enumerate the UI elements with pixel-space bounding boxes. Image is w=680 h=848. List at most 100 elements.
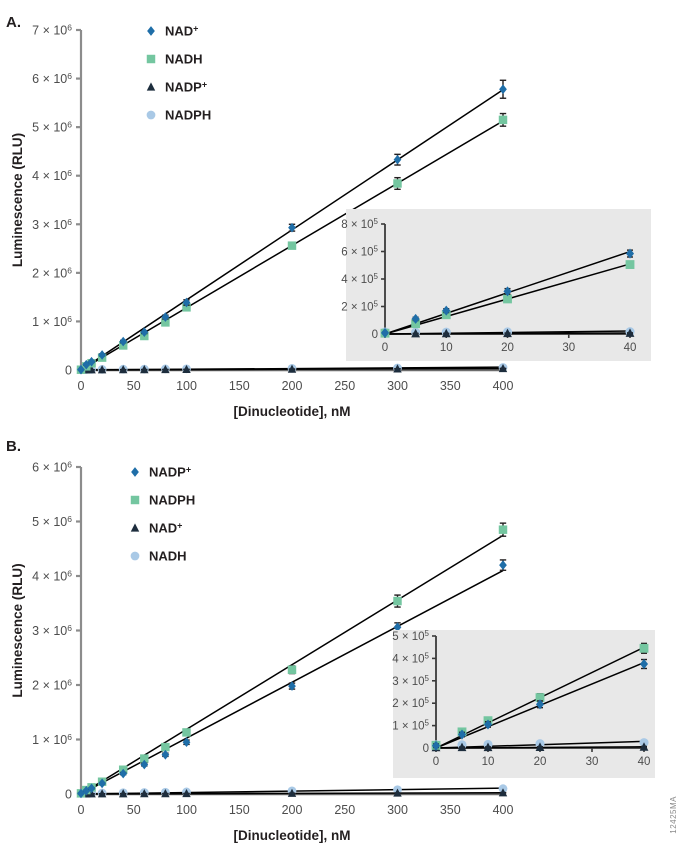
legend-marker-triangle <box>130 523 140 532</box>
data-point-square <box>161 742 170 752</box>
tick-label: 300 <box>387 379 408 393</box>
main-data <box>76 79 508 375</box>
tick-label: 30 <box>562 342 575 354</box>
data-point-triangle <box>87 789 96 798</box>
data-point-diamond <box>288 222 296 233</box>
tick-label: 350 <box>440 803 461 817</box>
panel-b: B. 0 1 × 106 2 × 106 3 × 106 4 × 106 5 × 106 6… <box>0 424 680 848</box>
legend-marker-square <box>146 54 156 64</box>
tick-label: 150 <box>229 803 250 817</box>
tick-label: 10 <box>440 342 453 354</box>
legend-label: NADP+ <box>165 80 207 95</box>
legend-marker-diamond <box>147 26 155 36</box>
tick-label: 4 × 105 <box>392 651 429 665</box>
data-point-triangle <box>411 328 421 338</box>
tick-label: 0 <box>423 743 429 755</box>
tick-label: 250 <box>334 803 355 817</box>
data-point-diamond <box>98 778 106 789</box>
tick-label: 200 <box>282 379 303 393</box>
data-point-diamond <box>393 622 402 633</box>
legend-label: NADH <box>165 52 203 67</box>
tick-label: 2 × 106 <box>32 265 72 280</box>
tick-label: 20 <box>501 342 514 354</box>
legend-label: NADH <box>149 549 187 564</box>
fit-line-NADPH <box>80 534 504 795</box>
legend-marker-diamond <box>131 467 139 477</box>
inset-chart: 0 1 × 105 2 × 105 3 × 105 4 × 105 5 × 105 0 10 2… <box>392 629 655 778</box>
inset-background <box>346 209 651 361</box>
tick-label: 10 <box>482 756 495 768</box>
legend: NAD+ NADH NADP+ NADPH <box>146 24 211 123</box>
tick-label: 0 <box>78 803 85 817</box>
data-point-square <box>393 179 402 188</box>
data-point-diamond <box>431 740 441 751</box>
tick-label: 0 <box>433 756 439 768</box>
data-point-diamond <box>288 681 296 691</box>
legend-label: NAD+ <box>165 24 198 39</box>
data-point-diamond <box>457 729 467 740</box>
tick-label: 100 <box>176 379 197 393</box>
tick-label: 7 × 106 <box>32 23 72 38</box>
data-point-triangle <box>441 328 451 338</box>
tick-label: 200 <box>282 803 303 817</box>
data-point-diamond <box>119 336 128 347</box>
data-point-diamond <box>182 297 191 308</box>
figure-code: 12425MA <box>669 796 678 834</box>
tick-label: 350 <box>440 379 461 393</box>
tick-label: 4 × 106 <box>32 168 72 183</box>
data-point-triangle <box>503 328 512 338</box>
data-point-triangle <box>393 364 402 373</box>
data-point-triangle <box>483 742 493 752</box>
data-point-triangle <box>97 365 107 374</box>
x-axis-title: [Dinucleotide], nM <box>234 404 351 419</box>
data-point-diamond <box>98 350 106 360</box>
series-NAD+ <box>77 79 507 375</box>
data-point-triangle <box>182 364 191 374</box>
data-point-triangle <box>498 788 508 797</box>
legend-marker-circle <box>130 551 140 561</box>
tick-label: 0 <box>65 364 72 378</box>
data-point-square <box>161 318 170 327</box>
legend-marker-square <box>130 495 140 505</box>
data-point-triangle <box>97 789 107 798</box>
data-point-diamond <box>380 327 390 338</box>
data-point-triangle <box>118 789 128 798</box>
data-point-diamond <box>499 560 507 570</box>
tick-label: 150 <box>229 379 250 393</box>
tick-label: 1 × 105 <box>392 719 429 733</box>
tick-label: 5 × 105 <box>392 629 429 643</box>
data-point-triangle <box>287 364 297 373</box>
tick-label: 5 × 106 <box>32 120 72 135</box>
data-point-diamond <box>161 749 170 760</box>
data-point-square <box>639 643 649 653</box>
tick-label: 250 <box>334 379 355 393</box>
tick-label: 2 × 105 <box>341 300 378 314</box>
panel-b-letter: B. <box>6 438 21 455</box>
series-NAD+ <box>380 248 635 338</box>
data-point-diamond <box>161 312 170 322</box>
data-point-triangle <box>498 363 508 373</box>
data-point-triangle <box>639 742 649 751</box>
data-point-square <box>498 525 508 534</box>
inset-chart: 0 2 × 105 4 × 105 6 × 105 8 × 105 0 10 20 30 40 <box>341 209 651 361</box>
tick-label: 1 × 106 <box>32 732 72 747</box>
tick-label: 400 <box>493 803 514 817</box>
data-point-triangle <box>535 742 545 751</box>
data-point-square <box>182 728 191 737</box>
data-point-triangle <box>287 788 297 797</box>
tick-label: 400 <box>493 379 514 393</box>
tick-label: 0 <box>78 379 85 393</box>
panel-a-letter: A. <box>6 14 21 31</box>
data-point-diamond <box>87 783 96 794</box>
data-point-diamond <box>140 327 149 337</box>
data-point-triangle <box>87 365 96 374</box>
data-point-diamond <box>625 248 635 259</box>
data-point-triangle <box>161 789 170 798</box>
legend-label: NADPH <box>149 493 195 508</box>
data-point-diamond <box>499 84 507 95</box>
tick-label: 6 × 106 <box>32 460 72 475</box>
tick-label: 1 × 106 <box>32 314 72 329</box>
data-point-triangle <box>393 788 402 797</box>
panel-a: A. 0 1 × 106 2 × 106 3 × 106 4 × 106 5 × 106 6… <box>6 14 651 419</box>
